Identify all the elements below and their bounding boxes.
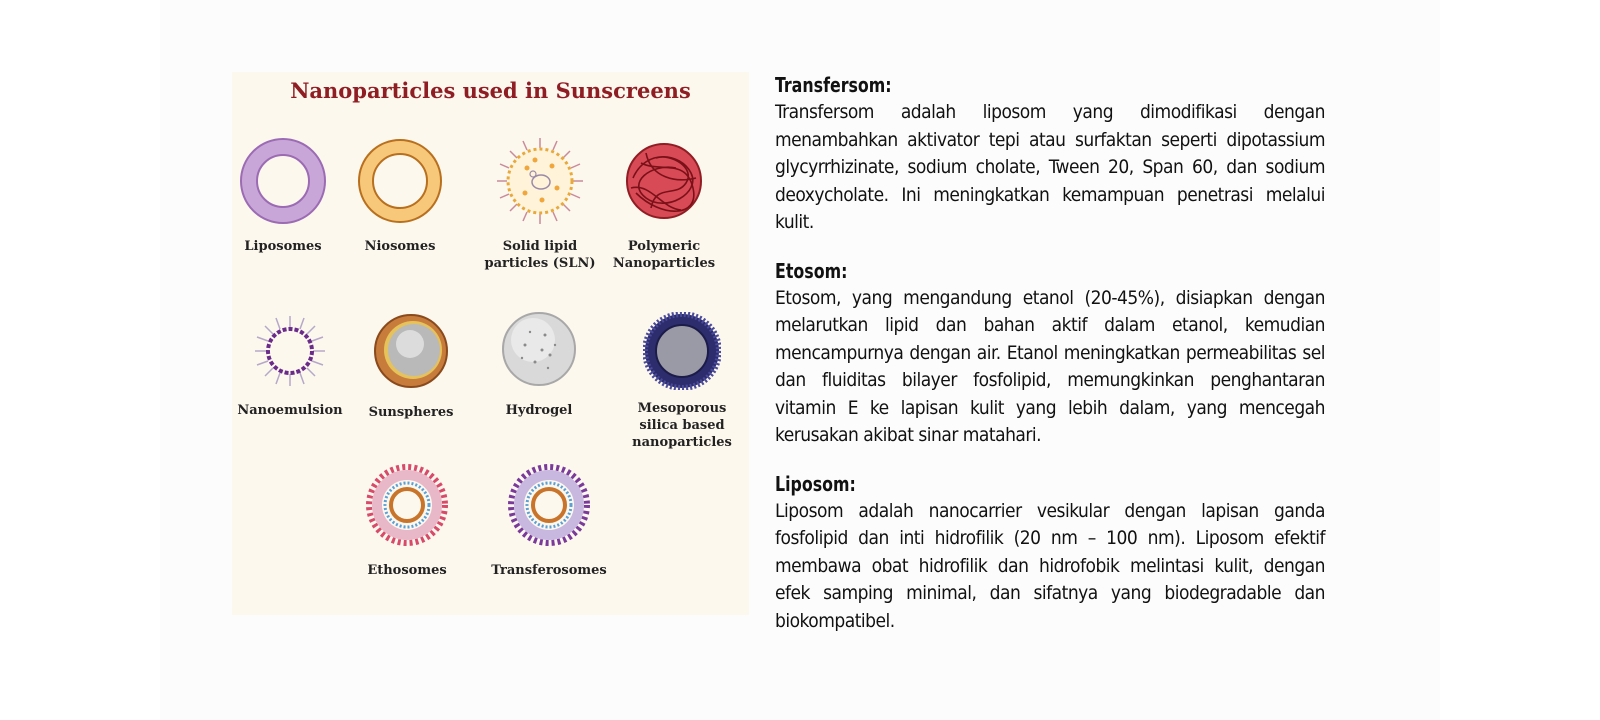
niosome-label: Niosomes xyxy=(364,239,436,254)
hydrogel-label: Hydrogel xyxy=(505,403,573,418)
sunsphere-icon xyxy=(374,314,448,388)
liposome-cell: Liposomes xyxy=(218,138,348,255)
sln-cell: Solid lipid particles (SLN) xyxy=(475,138,605,272)
nanoemulsion-icon xyxy=(255,316,325,386)
section-body: Etosom, yang mengandung etanol (20-45%),… xyxy=(775,286,1326,447)
section-liposom: Liposom: Liposom adalah nanocarrier vesi… xyxy=(775,471,1326,636)
polymeric-cell: Polymeric Nanoparticles xyxy=(599,138,729,272)
ethosome-cell: Ethosomes xyxy=(342,462,472,579)
figure-title: Nanoparticles used in Sunscreens xyxy=(290,78,691,103)
transferosome-cell: Transferosomes xyxy=(484,462,614,579)
text-column: Transfersom: Transfersom adalah liposom … xyxy=(775,72,1326,656)
hydrogel-icon xyxy=(502,312,576,386)
solid-lipid-particle-icon xyxy=(497,138,583,224)
section-transfersom: Transfersom: Transfersom adalah liposom … xyxy=(775,72,1326,237)
ethosome-label: Ethosomes xyxy=(367,563,447,578)
section-heading: Etosom: xyxy=(775,258,848,283)
section-heading: Liposom: xyxy=(775,471,856,496)
sln-label: Solid lipid particles (SLN) xyxy=(484,239,596,271)
sunsphere-cell: Sunspheres xyxy=(346,312,476,421)
mesoporous-cell: Mesoporous silica based nanoparticles xyxy=(617,312,747,451)
ethosome-icon xyxy=(366,464,448,546)
liposome-icon xyxy=(240,138,326,224)
nanoparticles-figure: Nanoparticles used in Sunscreens Liposom… xyxy=(232,72,749,615)
mesoporous-silica-icon xyxy=(643,312,721,390)
transferosome-icon xyxy=(508,464,590,546)
section-etosom: Etosom: Etosom, yang mengandung etanol (… xyxy=(775,258,1326,450)
transferosome-label: Transferosomes xyxy=(491,563,607,578)
sunsphere-label: Sunspheres xyxy=(368,405,454,420)
niosome-icon xyxy=(358,139,442,223)
nanoemulsion-cell: Nanoemulsion xyxy=(225,314,355,419)
liposome-label: Liposomes xyxy=(244,239,322,254)
section-body: Liposom adalah nanocarrier vesikular den… xyxy=(775,499,1326,632)
section-heading: Transfersom: xyxy=(775,73,892,97)
slide: Nanoparticles used in Sunscreens Liposom… xyxy=(160,0,1440,720)
nanoemulsion-label: Nanoemulsion xyxy=(237,403,343,418)
hydrogel-cell: Hydrogel xyxy=(474,310,604,419)
section-body: Transfersom adalah liposom yang dimodifi… xyxy=(775,101,1326,233)
polymeric-label: Polymeric Nanoparticles xyxy=(612,239,716,271)
niosome-cell: Niosomes xyxy=(335,138,465,255)
mesoporous-label: Mesoporous silica based nanoparticles xyxy=(632,401,732,450)
polymeric-nanoparticle-icon xyxy=(626,143,702,219)
